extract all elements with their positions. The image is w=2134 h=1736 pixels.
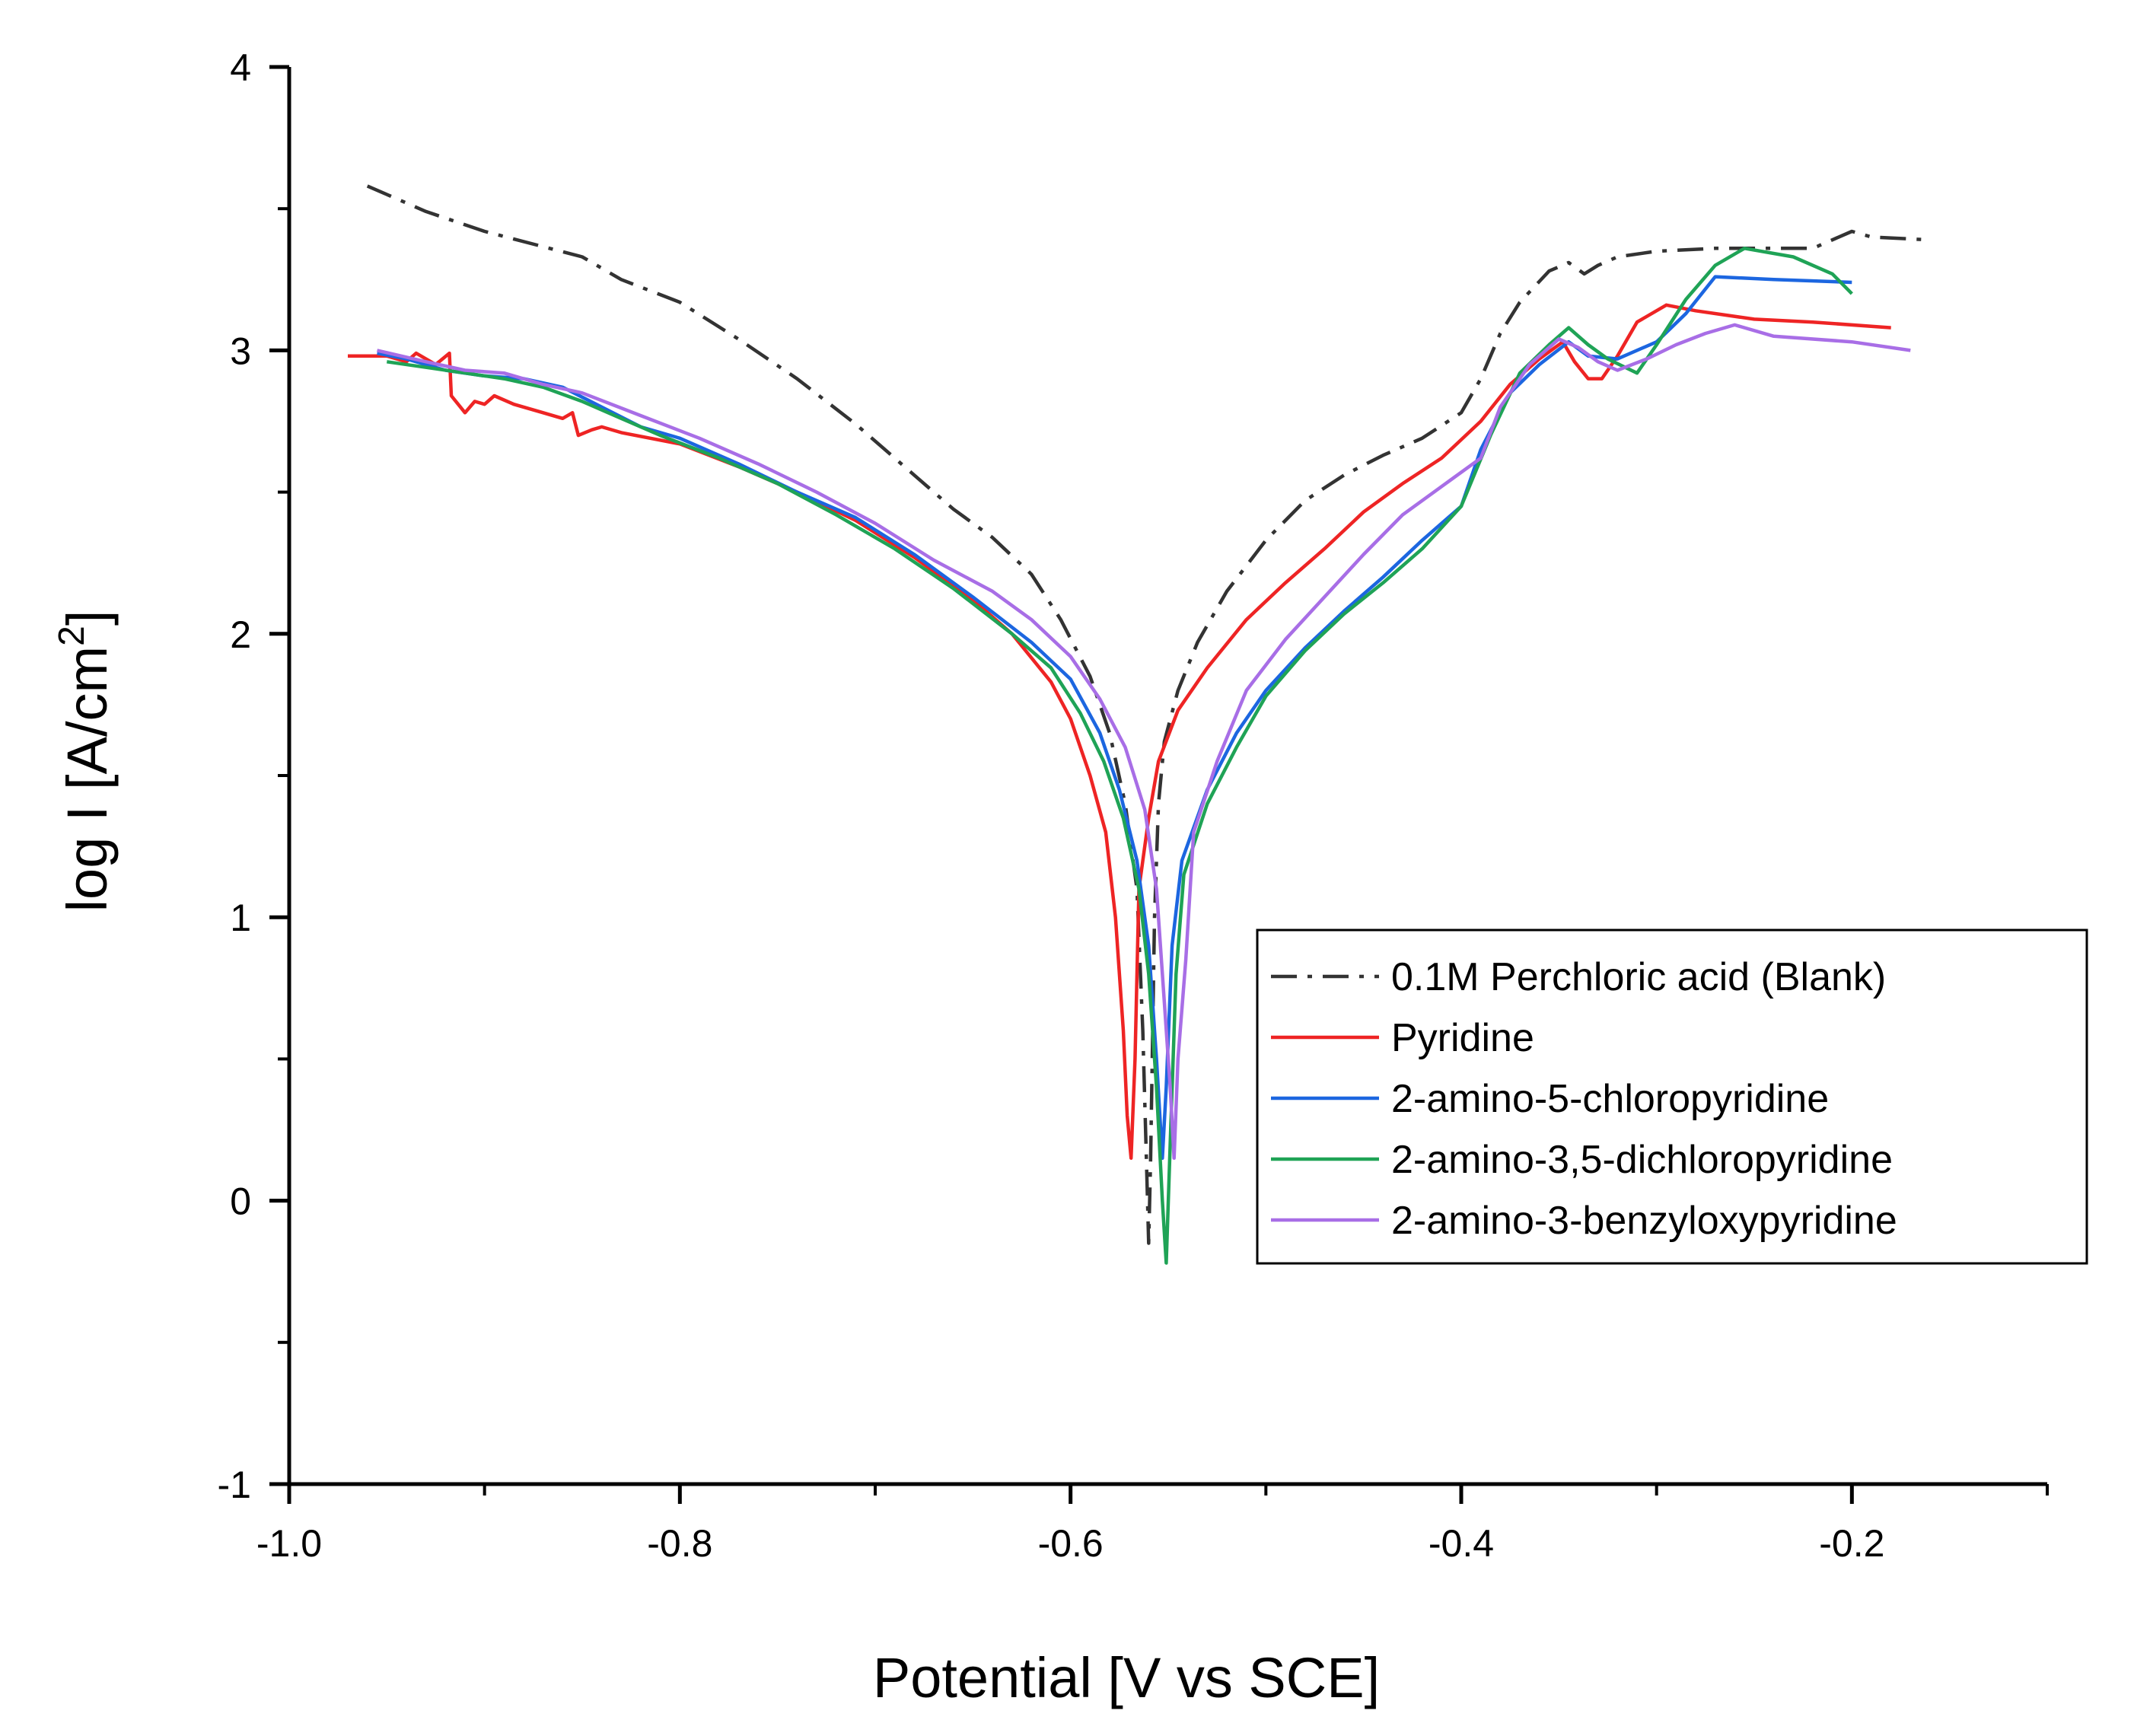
legend-label-1: 0.1M Perchloric acid (Blank)	[1391, 955, 1886, 999]
x-tick-label: -0.6	[1038, 1522, 1104, 1565]
y-tick-label: -1	[218, 1464, 251, 1506]
x-ticks: -1.0 -0.8 -0.6 -0.4 -0.2	[256, 1484, 2049, 1565]
legend-label-4: 2-amino-3,5-dichloropyridine	[1391, 1138, 1893, 1182]
y-axis-title-end: ]	[56, 610, 119, 626]
series-line-1	[366, 184, 1931, 1245]
legend-label-5: 2-amino-3-benzyloxypyridine	[1391, 1199, 1897, 1243]
x-tick-label: -0.2	[1819, 1522, 1884, 1565]
y-tick-label: 0	[230, 1180, 251, 1223]
plot-lines	[348, 184, 1931, 1265]
legend-label-3: 2-amino-5-chloropyridine	[1391, 1077, 1829, 1121]
x-tick-label: -0.4	[1429, 1522, 1494, 1565]
x-tick-label: -0.8	[647, 1522, 712, 1565]
legend-label-2: Pyridine	[1391, 1016, 1534, 1060]
x-axis-title: Potential [V vs SCE]	[873, 1646, 1380, 1709]
series-line-5	[376, 323, 1911, 1160]
legend-box	[1256, 929, 2088, 1265]
y-tick-label: 1	[230, 897, 251, 939]
y-tick-label: 2	[230, 613, 251, 656]
y-axis-title-superscript: 2	[52, 626, 92, 646]
y-ticks: -1 0 1 2 3 4	[218, 46, 289, 1506]
series-line-4	[386, 247, 1853, 1265]
y-tick-label: 3	[230, 330, 251, 372]
axes: -1.0 -0.8 -0.6 -0.4 -0.2 -1 0 1 2 3 4	[218, 46, 2049, 1565]
legend: 0.1M Perchloric acid (Blank) Pyridine 2-am…	[1256, 929, 2088, 1265]
y-tick-label: 4	[230, 46, 251, 89]
y-axis-title-main: log I [A/cm	[56, 646, 119, 913]
y-axis-title: log I [A/cm2]	[52, 610, 119, 913]
x-tick-label: -1.0	[256, 1522, 322, 1565]
